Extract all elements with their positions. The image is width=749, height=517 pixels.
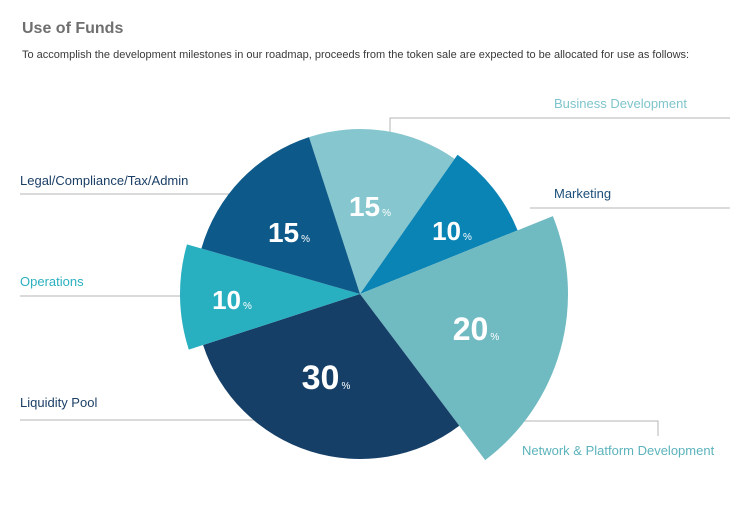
data-label-marketing: 10% bbox=[432, 216, 472, 246]
category-label-legal-compliance-tax-admin: Legal/Compliance/Tax/Admin bbox=[20, 173, 188, 188]
category-label-liquidity-pool: Liquidity Pool bbox=[20, 395, 97, 410]
pie-slice-legal-compliance-tax-admin bbox=[201, 137, 360, 294]
category-label-marketing: Marketing bbox=[554, 186, 611, 201]
category-label-network-platform-development: Network & Platform Development bbox=[522, 443, 715, 458]
chart-title: Use of Funds bbox=[22, 20, 124, 37]
pie-slice-network-platform-development bbox=[360, 216, 568, 461]
pie-slice-business-development bbox=[309, 129, 455, 294]
data-label-legal-compliance-tax-admin: 15% bbox=[268, 217, 310, 248]
data-label-liquidity-pool: 30% bbox=[302, 359, 351, 397]
pie-slices bbox=[180, 129, 568, 461]
data-label-network-platform-development: 20% bbox=[453, 311, 500, 347]
leader-lines bbox=[20, 117, 730, 436]
leader-line-network-platform-development bbox=[520, 420, 659, 436]
category-label-operations: Operations bbox=[20, 274, 84, 289]
pie-slice-liquidity-pool bbox=[203, 294, 460, 459]
pie-slice-marketing bbox=[360, 154, 518, 294]
data-label-operations: 10% bbox=[212, 285, 252, 315]
chart-subtitle: To accomplish the development milestones… bbox=[22, 49, 690, 61]
pie-slice-operations bbox=[180, 244, 360, 350]
category-label-business-development: Business Development bbox=[554, 96, 687, 111]
data-label-business-development: 15% bbox=[349, 191, 391, 222]
leader-line-business-development bbox=[389, 117, 730, 135]
category-labels: Business Development Marketing Network & P… bbox=[20, 96, 715, 458]
percentage-labels: 15 % 10 % 20 % 30 % 10 % 15% bbox=[212, 191, 499, 397]
